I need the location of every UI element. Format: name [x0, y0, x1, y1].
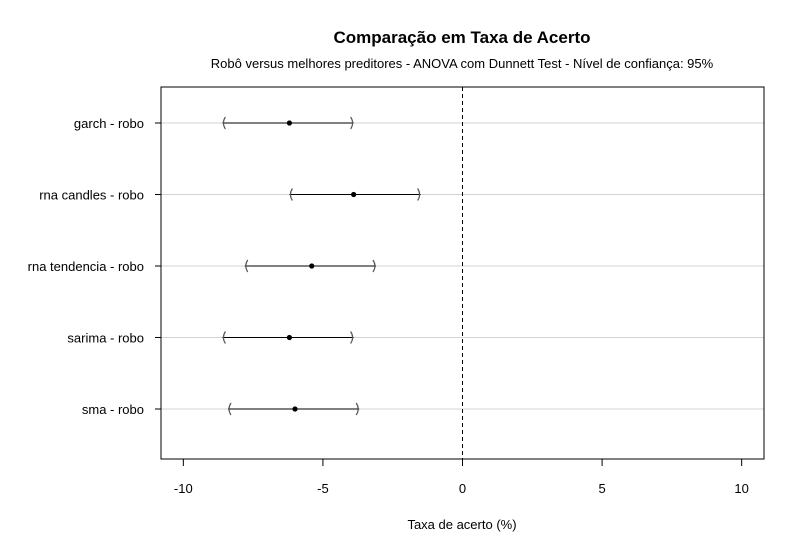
interval-lower-bracket [222, 116, 226, 130]
interval-upper-bracket [350, 331, 354, 344]
x-tick-label: 10 [734, 481, 748, 496]
plot-area: garch - robo rna candles - robo rna tenden… [28, 86, 765, 496]
interval-upper-bracket [372, 259, 376, 273]
interval-lower-bracket [245, 259, 249, 273]
y-tick-label: rna candles - robo [39, 188, 144, 203]
estimate-point [351, 191, 357, 198]
estimate-point [292, 406, 298, 412]
interval-lower-bracket [289, 188, 293, 201]
x-tick-label: -5 [317, 481, 329, 496]
x-tick-label: 5 [598, 481, 605, 496]
interval-upper-bracket [417, 188, 421, 201]
y-tick-label: garch - robo [74, 116, 144, 131]
x-tick-label: 0 [459, 481, 466, 496]
chart-subtitle: Robô versus melhores preditores - ANOVA … [211, 56, 714, 71]
y-tick-label: sma - robo [82, 402, 144, 417]
y-tick-label: sarima - robo [67, 331, 144, 346]
x-tick-label: -10 [174, 481, 193, 496]
interval-upper-bracket [355, 402, 359, 416]
estimate-point [286, 120, 293, 126]
y-tick-label: rna tendencia - robo [28, 259, 144, 274]
interval-upper-bracket [350, 116, 354, 130]
estimate-point [286, 334, 293, 341]
estimate-point [309, 263, 315, 269]
interval-lower-bracket [228, 402, 232, 416]
chart-title: Comparação em Taxa de Acerto [334, 28, 591, 47]
x-axis-label: Taxa de acerto (%) [407, 517, 516, 532]
interval-lower-bracket [222, 331, 226, 344]
